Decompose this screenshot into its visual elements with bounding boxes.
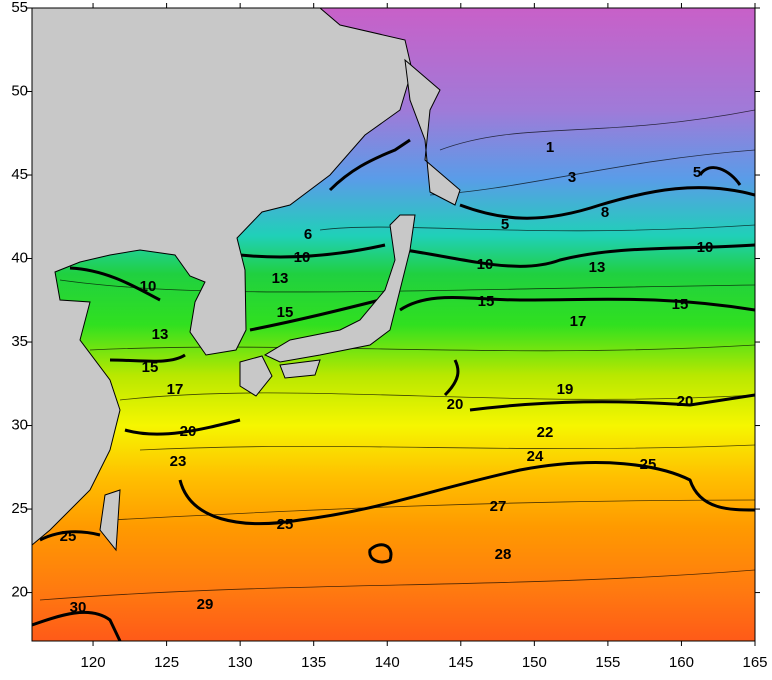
contour-label: 20 [677, 393, 694, 410]
y-tick-label: 50 [11, 82, 28, 99]
contour-label: 15 [142, 359, 159, 376]
y-tick-label: 30 [11, 417, 28, 434]
contour-label: 23 [170, 453, 187, 470]
contour-label: 10 [697, 239, 714, 256]
contour-label: 25 [60, 528, 77, 545]
isotherm-10 [69, 243, 755, 302]
contour-label: 25 [277, 516, 294, 533]
y-tick-label: 40 [11, 249, 28, 266]
isotherm-thin [39, 109, 755, 601]
contour-label: 5 [693, 164, 701, 181]
y-tick-label: 35 [11, 333, 28, 350]
contour-label: 3 [568, 169, 576, 186]
x-tick-label: 160 [669, 654, 694, 671]
contour-label: 13 [589, 259, 606, 276]
contour-label: 29 [197, 596, 214, 613]
contour-label: 8 [601, 204, 609, 221]
x-tick-label: 145 [448, 654, 473, 671]
isotherm-20 [124, 359, 755, 436]
contour-label: 22 [537, 424, 554, 441]
x-tick-label: 120 [81, 654, 106, 671]
isotherm-15 [109, 296, 755, 363]
x-tick-label: 165 [742, 654, 767, 671]
contour-label: 28 [495, 546, 512, 563]
land-shikoku [279, 359, 321, 379]
isotherm-warm [32, 543, 393, 641]
land-honshu [263, 214, 416, 363]
land-kyushu [239, 355, 273, 397]
y-tick-label: 55 [11, 0, 28, 16]
contour-label: 17 [570, 313, 587, 330]
x-tick-label: 130 [228, 654, 253, 671]
x-tick-label: 135 [301, 654, 326, 671]
contour-label: 6 [304, 226, 312, 243]
y-tick-label: 45 [11, 166, 28, 183]
contour-label: 17 [167, 381, 184, 398]
contour-label: 25 [640, 456, 657, 473]
contour-label: 24 [527, 448, 544, 465]
map-frame [31, 7, 756, 642]
land-hokkaido [404, 58, 461, 206]
contour-label: 27 [490, 498, 507, 515]
x-tick-label: 150 [522, 654, 547, 671]
contour-label: 19 [557, 381, 574, 398]
y-tick-label: 25 [11, 500, 28, 517]
isotherm-5 [328, 138, 755, 220]
contour-label: 1 [546, 139, 554, 156]
contour-label: 10 [294, 249, 311, 266]
contour-label: 20 [180, 423, 197, 440]
contour-label: 13 [152, 326, 169, 343]
x-tick-label: 155 [595, 654, 620, 671]
isotherm-25 [39, 461, 755, 542]
x-tick-label: 125 [154, 654, 179, 671]
x-tick-label: 140 [375, 654, 400, 671]
contour-label: 13 [272, 270, 289, 287]
contour-label: 15 [277, 304, 294, 321]
contour-label: 10 [477, 256, 494, 273]
contour-label: 10 [140, 278, 157, 295]
map-area [32, 8, 755, 641]
contour-label: 5 [501, 216, 509, 233]
contour-label: 15 [672, 296, 689, 313]
y-tick-label: 20 [11, 584, 28, 601]
land-continent [32, 8, 413, 546]
contour-label: 30 [70, 599, 87, 616]
contour-label: 15 [478, 293, 495, 310]
contour-label: 20 [447, 396, 464, 413]
land-taiwan [99, 489, 121, 552]
